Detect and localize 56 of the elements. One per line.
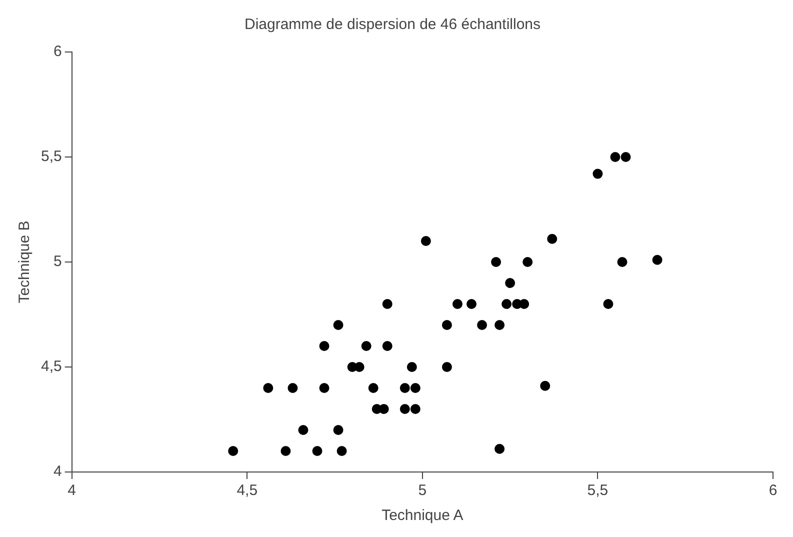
point <box>420 236 431 246</box>
y-tick-label: 4,5 <box>40 358 62 376</box>
point <box>452 299 462 309</box>
x-tick-label: 4 <box>68 482 76 500</box>
point <box>620 152 631 162</box>
point <box>400 404 410 414</box>
point <box>410 383 420 393</box>
chart-title: Diagramme de dispersion de 46 échantillons <box>244 16 541 34</box>
point <box>228 446 238 456</box>
x-axis-title: Technique A <box>382 507 464 524</box>
y-tick-label: 5 <box>54 253 62 270</box>
point <box>522 257 533 267</box>
point <box>652 254 662 265</box>
point <box>442 362 452 372</box>
point <box>368 383 378 393</box>
y-axis-title: Technique B <box>16 220 34 304</box>
point <box>442 320 452 330</box>
point <box>288 383 298 393</box>
point <box>378 404 389 414</box>
point <box>519 299 530 309</box>
point <box>400 383 410 393</box>
x-tick-label: 5 <box>418 482 427 500</box>
point <box>610 152 620 162</box>
point <box>466 299 477 309</box>
point <box>280 446 291 456</box>
point <box>491 257 502 267</box>
point <box>592 168 603 179</box>
y-tick-label: 6 <box>54 43 62 60</box>
point <box>617 257 628 267</box>
x-tick-label: 4,5 <box>236 482 258 500</box>
point <box>354 362 364 372</box>
point <box>603 299 614 309</box>
point <box>319 383 330 393</box>
point <box>406 362 417 372</box>
point <box>263 383 274 393</box>
point <box>494 320 505 330</box>
point <box>502 299 512 309</box>
point <box>477 320 488 330</box>
y-tick-label: 4 <box>54 463 62 480</box>
point <box>410 404 420 414</box>
point <box>312 446 322 456</box>
point <box>336 446 347 456</box>
point <box>333 425 344 435</box>
x-tick-label: 5,5 <box>587 482 608 500</box>
point <box>382 341 392 351</box>
y-tick-label: 5,5 <box>40 148 62 166</box>
point <box>333 320 344 330</box>
x-tick-label: 6 <box>768 482 778 500</box>
point <box>540 380 550 391</box>
point <box>547 234 558 244</box>
point <box>382 299 392 309</box>
point <box>505 278 516 288</box>
point <box>361 341 372 351</box>
point <box>298 425 308 435</box>
point <box>494 444 505 454</box>
point <box>319 341 330 351</box>
